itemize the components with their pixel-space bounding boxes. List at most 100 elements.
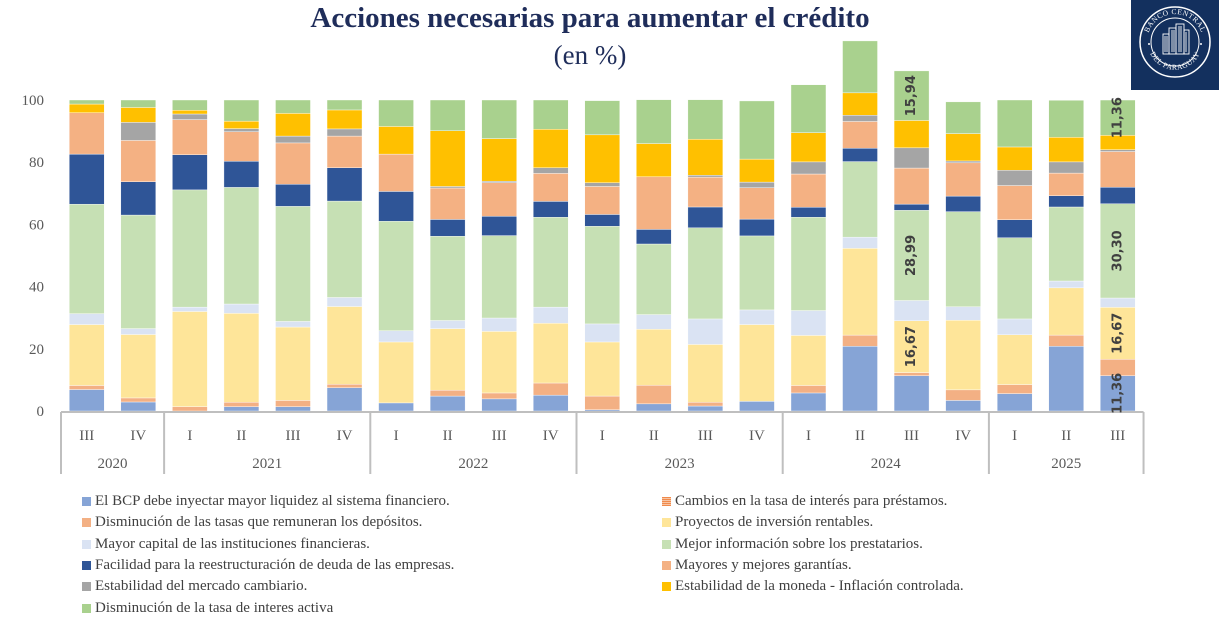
bar-segment (533, 323, 569, 384)
bar-segment (1100, 99, 1136, 136)
bar-segment (790, 217, 827, 311)
year-group-label: 2020 (98, 456, 128, 472)
legend-item: El BCP debe inyectar mayor liquidez al s… (82, 491, 454, 512)
bar-segment (996, 334, 1033, 385)
bar-segment (893, 120, 930, 149)
bar-segment (120, 181, 157, 216)
bar-segment (739, 187, 775, 220)
y-tick-label: 20 (29, 342, 44, 358)
bar-segment (223, 128, 260, 132)
bar-segment (326, 297, 363, 307)
bar-segment (893, 375, 930, 412)
bar-segment (69, 385, 105, 390)
bar-segment (636, 229, 672, 245)
legend-item: Estabilidad del mercado cambiario. (82, 576, 454, 597)
bar-stack (378, 99, 414, 412)
x-tick-label: I (600, 428, 605, 444)
bar-segment (636, 329, 672, 386)
bar-stack (893, 70, 930, 412)
bar-segment (790, 310, 827, 336)
x-tick-label: II (855, 428, 865, 444)
bar-segment (1100, 149, 1136, 152)
bar-segment (739, 324, 775, 402)
bar-segment (842, 236, 878, 249)
bar-segment (378, 153, 414, 192)
x-tick-label: II (649, 428, 659, 444)
bar-segment (739, 401, 775, 412)
bar-stack (790, 84, 827, 412)
bar-segment (481, 331, 517, 394)
bar-segment (69, 153, 105, 205)
bar-stack (636, 99, 672, 412)
bar-stack (429, 99, 466, 412)
bar-segment (481, 138, 517, 182)
bar-segment (842, 121, 878, 149)
bar-segment (429, 395, 466, 412)
bar-segment (533, 129, 569, 168)
data-label: 11,36 (1110, 373, 1125, 414)
bar-segment (429, 389, 466, 397)
chart-title: Acciones necesarias para aumentar el cré… (310, 2, 870, 34)
legend-item: Mejor información sobre los prestatarios… (662, 534, 964, 555)
bar-segment (533, 394, 569, 412)
bar-stack (1100, 99, 1136, 412)
legend-label: Mejor información sobre los prestatarios… (675, 535, 923, 552)
bar-segment (842, 115, 878, 122)
bar-segment (687, 318, 724, 345)
legend-label: Disminución de las tasas que remuneran l… (95, 514, 423, 531)
bar-segment (378, 402, 414, 412)
x-tick-label: IV (955, 428, 971, 444)
x-tick-label: III (698, 428, 713, 444)
bar-segment (481, 317, 517, 332)
bar-segment (533, 217, 569, 308)
bar-segment (790, 207, 827, 218)
bar-segment (842, 148, 878, 162)
bar-segment (378, 191, 414, 222)
bar-stack (69, 99, 105, 412)
bar-segment (172, 306, 208, 312)
bar-segment (636, 243, 672, 315)
bar-segment (429, 130, 466, 187)
bar-segment (945, 101, 981, 134)
legend-swatch (82, 539, 91, 549)
bar-segment (69, 389, 105, 412)
building-icon (1162, 23, 1190, 55)
bar-segment (533, 99, 569, 130)
bar-stack (739, 100, 775, 412)
bar-segment (120, 401, 157, 412)
bar-segment (326, 99, 363, 111)
bar-segment (326, 384, 363, 388)
legend-swatch (82, 582, 91, 592)
bar-segment (69, 99, 105, 105)
bar-segment (429, 219, 466, 237)
x-axis: III IV I II III IV I II III IV I II III IV I II III IV I II… (60, 411, 1145, 474)
x-tick-label: I (806, 428, 811, 444)
x-tick-label: II (236, 428, 246, 444)
bar-segment (790, 335, 827, 386)
year-group-label: 2022 (458, 456, 488, 472)
bar-segment (223, 99, 260, 122)
bar-segment (1100, 375, 1136, 412)
chart-subtitle: (en %) (553, 40, 627, 70)
bar-segment (481, 392, 517, 400)
bar-segment (687, 206, 724, 229)
bar-segment (326, 387, 363, 412)
bar-segment (996, 99, 1033, 148)
bar-segment (120, 122, 157, 141)
bar-segment (584, 100, 620, 136)
bar-stack (223, 99, 260, 412)
legend-label: Facilidad para la reestructuración de de… (95, 557, 455, 574)
y-tick-label: 0 (37, 404, 45, 420)
bar-stack (584, 100, 620, 412)
bar-segment (69, 324, 105, 386)
bar-segment (584, 226, 620, 325)
legend-label: El BCP debe inyectar mayor liquidez al s… (95, 493, 450, 510)
data-label: 16,67 (904, 326, 919, 367)
bar-stack (275, 99, 311, 412)
x-tick-label: III (79, 428, 94, 444)
bar-segment (945, 162, 981, 197)
bar-segment (326, 306, 363, 385)
bar-segment (378, 126, 414, 155)
bar-segment (687, 175, 724, 178)
bar-segment (790, 132, 827, 163)
